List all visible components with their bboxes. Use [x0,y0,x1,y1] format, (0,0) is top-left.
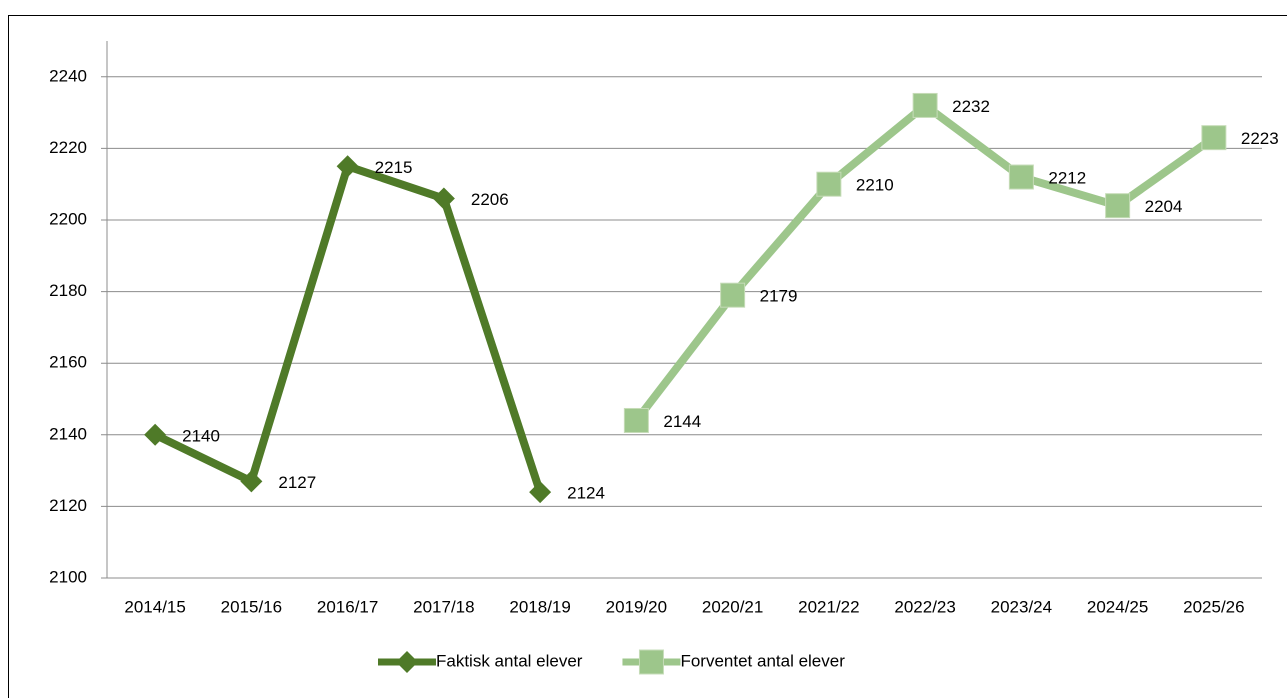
x-tick-label: 2014/15 [124,597,185,616]
marker [336,155,359,178]
data-label: 2210 [856,176,894,195]
x-tick-label: 2019/20 [606,597,667,616]
marker [720,282,746,308]
y-tick-label: 2120 [49,496,87,515]
x-tick-label: 2018/19 [509,597,570,616]
data-label: 2223 [1241,129,1279,148]
marker [1105,193,1131,219]
y-tick-label: 2180 [49,281,87,300]
x-tick-label: 2023/24 [991,597,1052,616]
marker [1008,164,1034,190]
x-tick-label: 2021/22 [798,597,859,616]
marker [638,649,664,675]
marker [912,92,938,118]
marker [623,407,649,433]
data-label: 2215 [375,158,413,177]
data-label: 2140 [182,426,220,445]
y-tick-label: 2140 [49,424,87,443]
y-tick-label: 2200 [49,209,87,228]
y-tick-label: 2160 [49,353,87,372]
x-tick-label: 2025/26 [1183,597,1244,616]
marker [396,651,418,673]
y-tick-label: 2240 [49,66,87,85]
x-tick-label: 2020/21 [702,597,763,616]
x-tick-label: 2024/25 [1087,597,1148,616]
data-label: 2179 [760,287,798,306]
legend-label: Faktisk antal elever [436,651,583,670]
data-label: 2124 [567,484,605,503]
x-tick-label: 2017/18 [413,597,474,616]
marker [432,187,455,210]
marker [529,481,552,504]
y-tick-label: 2100 [49,567,87,586]
marker [816,171,842,197]
series-line [633,101,1217,423]
data-label: 2127 [278,473,316,492]
marker [1201,125,1227,151]
data-label: 2212 [1048,169,1086,188]
data-label: 2144 [663,412,701,431]
marker [240,470,263,493]
chart-frame [8,15,1287,698]
data-label: 2232 [952,97,990,116]
legend-label: Forventet antal elever [680,651,845,670]
x-tick-label: 2015/16 [221,597,282,616]
x-tick-label: 2022/23 [894,597,955,616]
data-label: 2206 [471,190,509,209]
y-tick-label: 2220 [49,138,87,157]
marker [144,423,167,446]
data-label: 2204 [1145,197,1183,216]
x-tick-label: 2016/17 [317,597,378,616]
